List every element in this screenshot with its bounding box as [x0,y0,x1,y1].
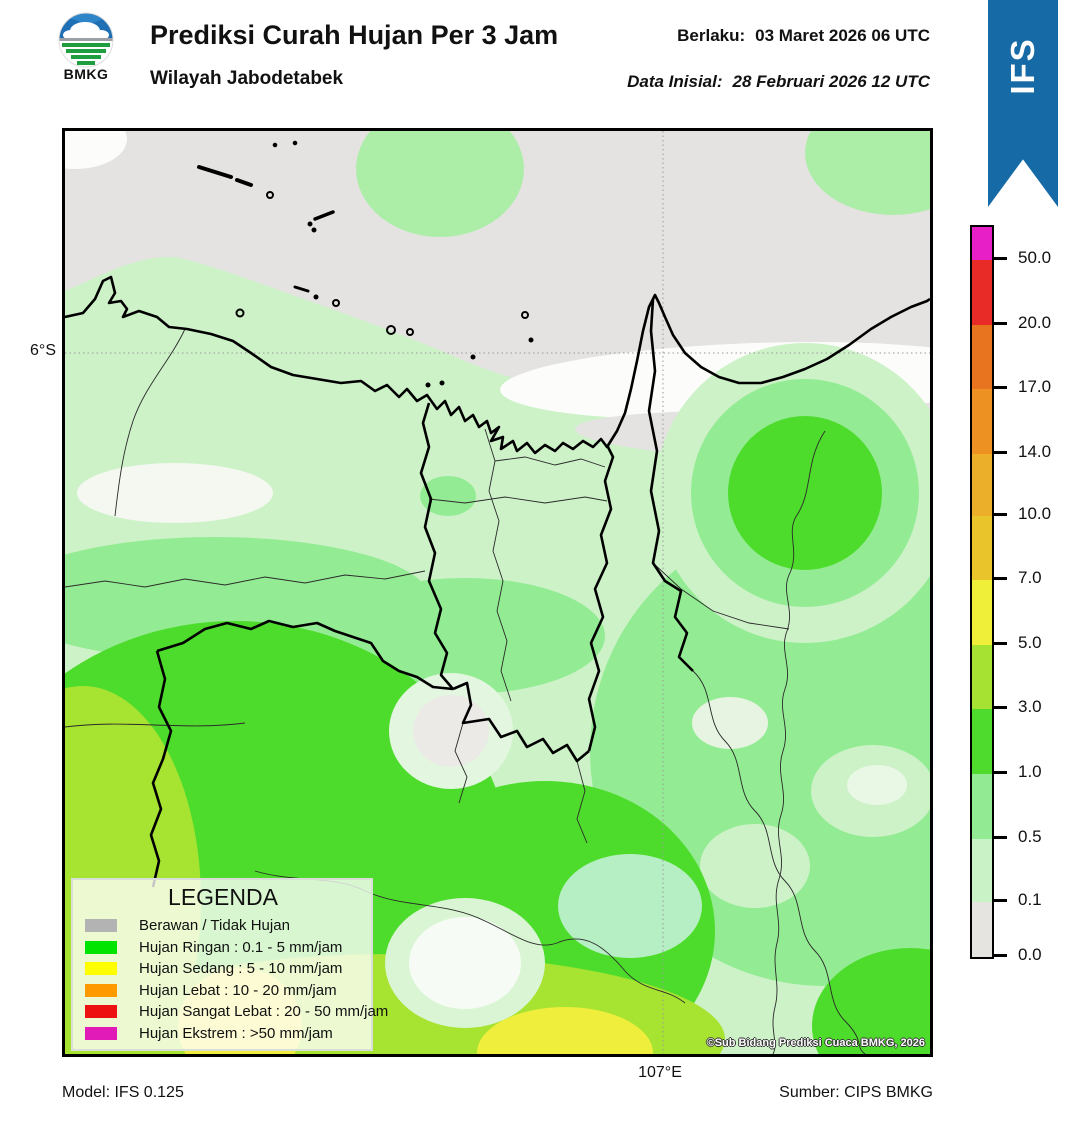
colorbar-tick-mark [994,257,1007,260]
legend-swatch [85,983,117,997]
header-dates: Berlaku: 03 Maret 2026 06 UTC Data Inisia… [410,26,930,92]
legend-item: Hujan Sedang : 5 - 10 mm/jam [85,958,361,980]
colorbar-tick-label: 7.0 [1018,568,1042,587]
colorbar [970,225,994,959]
legend-swatch [85,940,117,954]
colorbar-tick-label: 10.0 [1018,504,1052,523]
legend-item-label: Hujan Lebat : 10 - 20 mm/jam [139,981,337,999]
colorbar-segment [972,325,992,389]
colorbar-tick-mark [994,899,1007,902]
colorbar-tick-mark [994,322,1007,325]
colorbar-tick-mark [994,451,1007,454]
rainfall-contours [65,131,930,1054]
valid-time-value: 03 Maret 2026 06 UTC [755,26,930,45]
colorbar-tick-mark [994,771,1007,774]
colorbar-segment [972,516,992,580]
colorbar-segment [972,645,992,709]
legend-item-label: Hujan Ringan : 0.1 - 5 mm/jam [139,938,343,956]
legend-item: Hujan Lebat : 10 - 20 mm/jam [85,980,361,1002]
init-time-label: Data Inisial: [627,72,723,91]
valid-time-label: Berlaku: [677,26,746,45]
coastline [65,275,930,455]
longitude-tick-label: 107°E [638,1064,682,1081]
legend-item-label: Berawan / Tidak Hujan [139,917,290,935]
page-subtitle: Wilayah Jabodetabek [150,68,344,89]
colorbar-segment [972,260,992,325]
colorbar-segment [972,839,992,902]
colorbar-tick-label: 0.5 [1018,827,1042,846]
legend-rows: Berawan / Tidak Hujan Hujan Ringan : 0.1 … [85,915,388,1045]
copyright-text: ©Sub Bidang Prediksi Cuaca BMKG, 2026 [706,1037,925,1049]
colorbar-tick-mark [994,954,1007,957]
legend-item-label: Hujan Ekstrem : >50 mm/jam [139,1024,333,1042]
legend-title: LEGENDA [168,884,278,910]
colorbar-tick-label: 20.0 [1018,313,1052,332]
colorbar-tick-label: 1.0 [1018,762,1042,781]
colorbar-tick-mark [994,386,1007,389]
colorbar-tick-label: 17.0 [1018,377,1052,396]
rainfall-map: LEGENDA Berawan / Tidak Hujan Hujan Ringa… [62,128,933,1057]
colorbar-tick-label: 0.1 [1018,890,1042,909]
legend-swatch [85,962,117,976]
legend-item: Hujan Ekstrem : >50 mm/jam [85,1023,361,1045]
colorbar-tick-label: 50.0 [1018,248,1052,267]
colorbar-tick-label: 14.0 [1018,442,1052,461]
bmkg-logo: BMKG [54,12,118,82]
islands [197,140,534,388]
legend-swatch [85,919,117,933]
colorbar-segment [972,227,992,260]
legend-box: LEGENDA Berawan / Tidak Hujan Hujan Ringa… [71,878,388,1051]
colorbar-tick-mark [994,577,1007,580]
colorbar-segment [972,709,992,774]
colorbar-ticks: 50.0 20.0 17.0 14.0 10.0 7.0 5.0 3.0 1.0 0.5 0.1 0.… [994,225,1072,964]
footer-model-text: Model: IFS 0.125 [62,1084,184,1101]
model-ribbon: IFS [988,0,1058,207]
legend-item: Hujan Sangat Lebat : 20 - 50 mm/jam [85,1001,388,1023]
colorbar-segment [972,580,992,645]
bmkg-logo-icon [58,12,114,68]
colorbar-tick-label: 5.0 [1018,633,1042,652]
colorbar-segment [972,774,992,839]
colorbar-tick-mark [994,706,1007,709]
legend-item-label: Hujan Sedang : 5 - 10 mm/jam [139,960,343,978]
valid-time-line: Berlaku: 03 Maret 2026 06 UTC [410,26,930,46]
legend-item-label: Hujan Sangat Lebat : 20 - 50 mm/jam [139,1003,389,1021]
colorbar-segment [972,389,992,454]
legend-item: Hujan Ringan : 0.1 - 5 mm/jam [85,937,361,959]
footer-source-text: Sumber: CIPS BMKG [779,1084,933,1101]
legend-item: Berawan / Tidak Hujan [85,915,361,937]
colorbar-segment [972,454,992,516]
province-boundaries [149,298,694,888]
legend-swatch [85,1026,117,1040]
colorbar-tick-mark [994,836,1007,839]
colorbar-tick-mark [994,513,1007,516]
bmkg-logo-text: BMKG [63,66,109,82]
colorbar-tick-label: 3.0 [1018,697,1042,716]
colorbar-segment [972,902,992,957]
colorbar-tick-mark [994,642,1007,645]
model-ribbon-label: IFS [1004,37,1041,95]
init-time-line: Data Inisial: 28 Februari 2026 12 UTC [410,72,930,92]
latitude-tick-label: 6°S [30,342,56,359]
init-time-value: 28 Februari 2026 12 UTC [732,72,930,91]
page-title: Prediksi Curah Hujan Per 3 Jam [150,20,559,50]
district-boundaries [65,328,866,1054]
legend-swatch [85,1005,117,1019]
colorbar-tick-label: 0.0 [1018,945,1042,964]
